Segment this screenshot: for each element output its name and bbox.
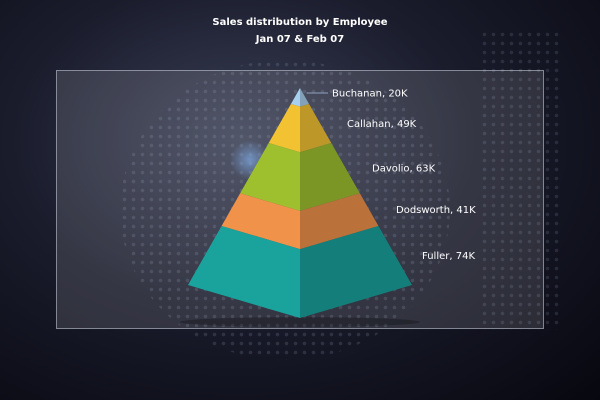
data-label-davolio: Davolio, 63K: [372, 164, 436, 175]
pyramid-segment-right-dodsworth: [300, 193, 379, 250]
pyramid-segment-left-fuller: [188, 225, 300, 318]
pyramid-segment-right-davolio: [300, 143, 360, 211]
pyramid-segment-left-callahan: [268, 103, 300, 153]
data-label-dodsworth: Dodsworth, 41K: [396, 205, 476, 216]
data-label-callahan: Callahan, 49K: [347, 119, 417, 130]
data-label-fuller: Fuller, 74K: [422, 251, 475, 262]
pyramid-segment-left-dodsworth: [221, 193, 300, 250]
pyramid-segment-right-callahan: [300, 103, 332, 153]
chart-subtitle: Jan 07 & Feb 07: [255, 34, 345, 45]
data-label-buchanan: Buchanan, 20K: [332, 89, 408, 100]
pyramid-segment-right-fuller: [300, 225, 412, 318]
chart-title-block: Sales distribution by Employee Jan 07 & …: [0, 14, 600, 48]
pyramid-segment-right-buchanan: [300, 88, 310, 107]
pyramid-shadow: [180, 317, 420, 327]
chart-title: Sales distribution by Employee: [212, 17, 388, 28]
pyramid-segment-left-buchanan: [290, 88, 300, 107]
pyramid-segment-left-davolio: [240, 143, 300, 211]
